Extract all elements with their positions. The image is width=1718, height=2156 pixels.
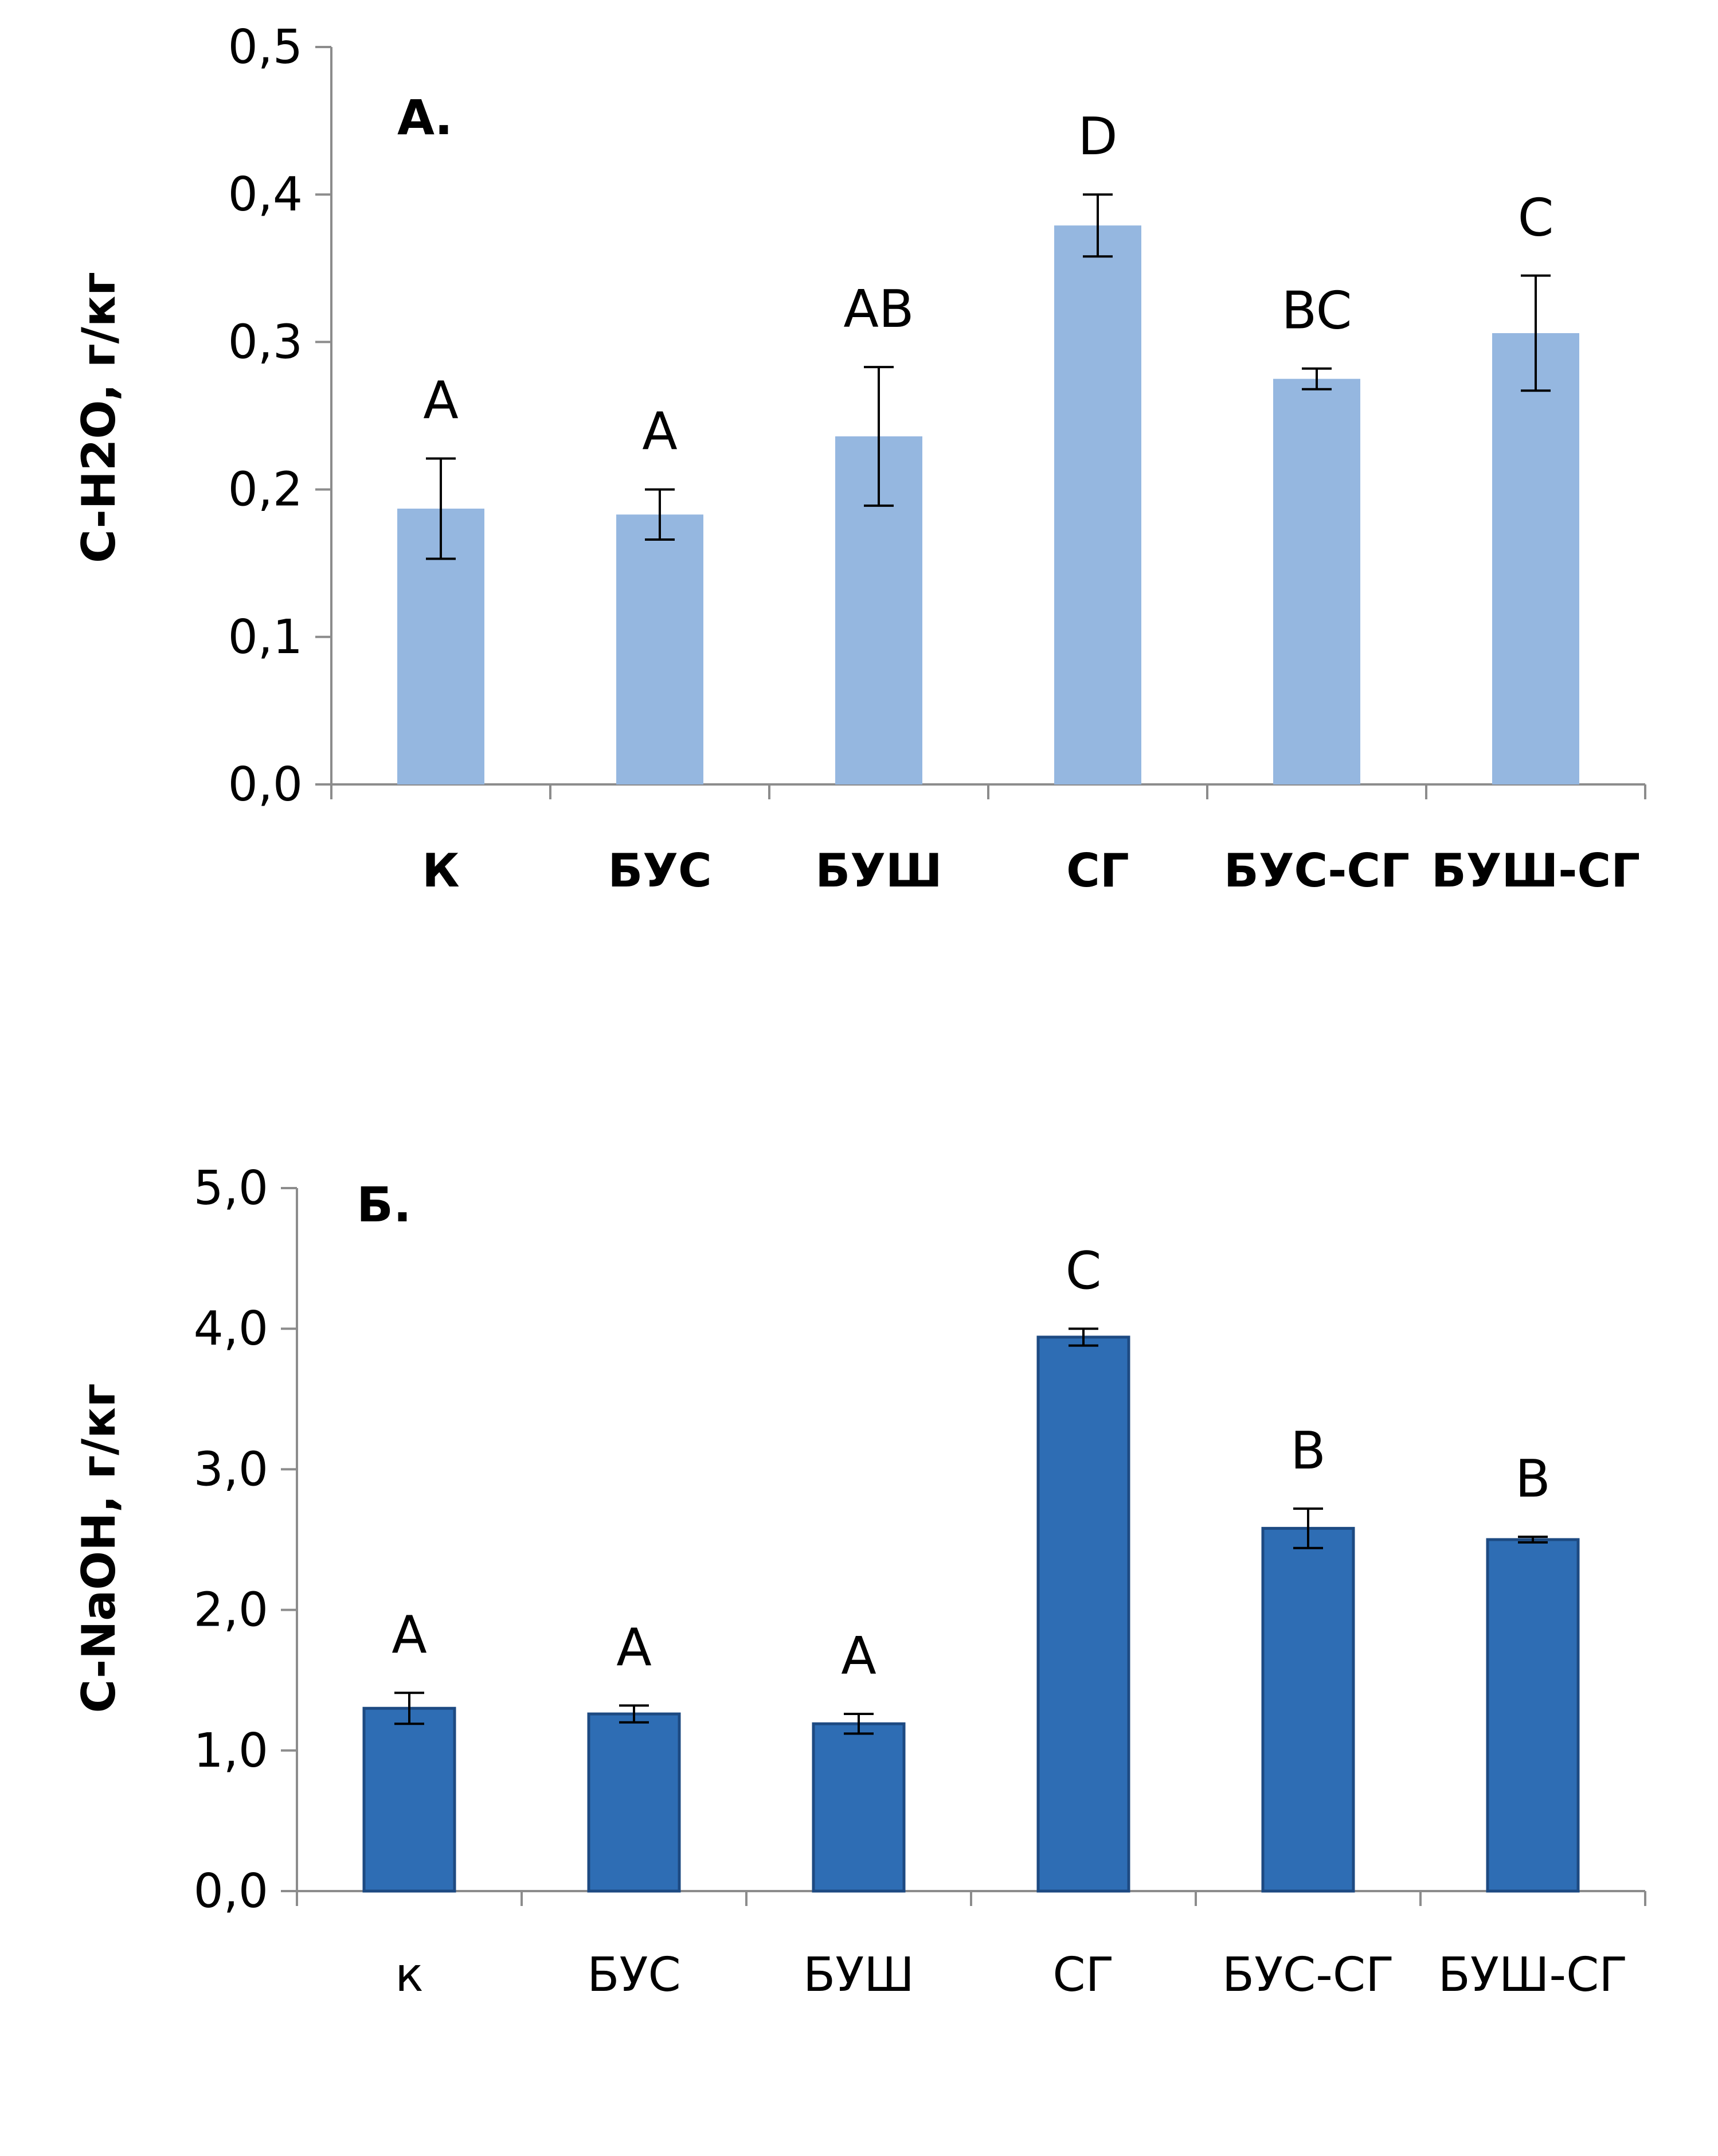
category-label-6: БУШ-СГ [1431, 844, 1640, 897]
error-bar-3 [844, 1713, 874, 1735]
y-tick-label: 4,0 [194, 1302, 268, 1356]
y-tick-label: 0,2 [228, 463, 303, 517]
category-label-5: БУС-СГ [1224, 844, 1410, 897]
error-bar-3 [864, 366, 894, 507]
error-bar-6 [1518, 1536, 1548, 1544]
chart-panel-b: Б. C-NaOH, г/кг 0,0 1,0 2,0 3,0 4,0 5,0 A A A C B… [72, 1161, 1646, 2002]
bar-2 [616, 514, 703, 784]
y-tick-label: 0,3 [228, 315, 303, 369]
panel-a-y-ticks: 0,0 0,1 0,2 0,3 0,4 0,5 [228, 20, 331, 812]
error-bar-2 [645, 488, 675, 541]
panel-b-significance-labels: A A A C B B [392, 1241, 1551, 1686]
category-label-6: БУШ-СГ [1438, 1948, 1628, 2002]
panel-b-y-axis-title: C-NaOH, г/кг [72, 1384, 126, 1713]
panel-a-y-axis-title: C-H2O, г/кг [72, 272, 126, 563]
bar-5 [1261, 1526, 1355, 1893]
bar-6 [1486, 1538, 1580, 1893]
y-tick-label: 1,0 [194, 1724, 268, 1778]
error-bar-4 [1083, 193, 1113, 258]
y-tick-label: 0,0 [228, 757, 303, 812]
panel-b-y-ticks: 0,0 1,0 2,0 3,0 4,0 5,0 [194, 1161, 297, 1919]
bar-4 [1036, 1335, 1130, 1893]
bar-5 [1273, 378, 1360, 784]
panel-b-label: Б. [357, 1177, 412, 1233]
panel-b-axes [296, 1188, 1646, 1906]
error-bar-1 [426, 457, 456, 560]
significance-label-6: C [1518, 188, 1554, 248]
y-tick-label: 0,1 [228, 610, 303, 665]
error-bar-6 [1521, 274, 1551, 392]
panel-a-significance-labels: A A AB D BC C [423, 107, 1553, 462]
y-tick-label: 3,0 [194, 1442, 268, 1497]
panel-a-label: А. [397, 89, 453, 146]
panel-a-axes [330, 47, 1646, 799]
panel-b-category-labels: к БУС БУШ СГ БУС-СГ БУШ-СГ [395, 1948, 1627, 2002]
significance-label-4: C [1066, 1241, 1102, 1301]
chart-panel-a: А. C-H2O, г/кг 0,0 0,1 0,2 0,3 0,4 0,5 A A AB D B… [72, 20, 1646, 897]
bar-3 [812, 1722, 906, 1893]
bar-1 [362, 1706, 456, 1893]
significance-label-1: A [392, 1605, 427, 1665]
category-label-3: БУШ [815, 844, 942, 897]
bar-4 [1054, 225, 1141, 784]
significance-label-3: A [841, 1626, 876, 1686]
significance-label-5: BC [1281, 281, 1352, 341]
error-bar-1 [394, 1692, 424, 1725]
panel-b-error-bars [394, 1327, 1548, 1735]
y-tick-label: 0,4 [228, 167, 303, 222]
bar-6 [1492, 333, 1579, 784]
significance-label-5: B [1290, 1421, 1326, 1481]
category-label-1: к [395, 1948, 424, 2002]
category-label-1: К [422, 844, 459, 897]
category-label-3: БУШ [803, 1948, 914, 2002]
panel-a-category-labels: К БУС БУШ СГ БУС-СГ БУШ-СГ [422, 844, 1640, 897]
error-bar-2 [619, 1704, 649, 1724]
y-tick-label: 0,5 [228, 20, 303, 75]
y-tick-label: 5,0 [194, 1161, 268, 1216]
error-bar-5 [1293, 1507, 1323, 1549]
y-tick-label: 0,0 [194, 1864, 268, 1919]
category-label-5: БУС-СГ [1222, 1948, 1394, 2002]
significance-label-2: A [642, 402, 678, 462]
category-label-4: СГ [1052, 1948, 1114, 2002]
y-tick-label: 2,0 [194, 1583, 268, 1638]
panel-a-error-bars [426, 193, 1551, 560]
significance-label-6: B [1515, 1449, 1551, 1509]
error-bar-5 [1302, 367, 1332, 390]
significance-label-3: AB [843, 279, 914, 339]
significance-label-2: A [616, 1618, 652, 1678]
category-label-2: БУС [587, 1948, 680, 2002]
panel-a-bars [397, 225, 1579, 784]
category-label-4: СГ [1066, 844, 1129, 897]
bar-2 [587, 1712, 681, 1893]
significance-label-1: A [423, 371, 459, 431]
error-bar-4 [1069, 1327, 1098, 1347]
panel-b-bars [362, 1335, 1580, 1893]
category-label-2: БУС [608, 844, 711, 897]
significance-label-4: D [1078, 107, 1117, 167]
